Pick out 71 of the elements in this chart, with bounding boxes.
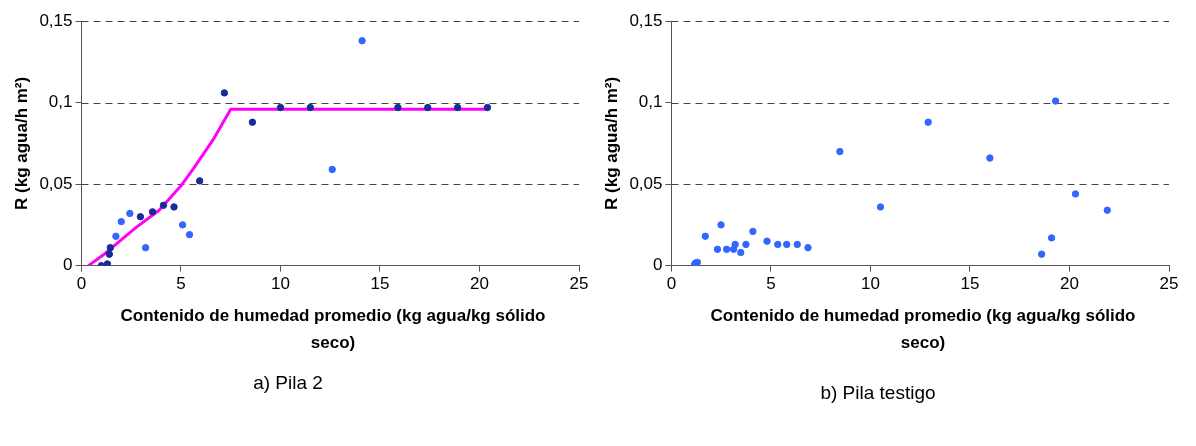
point <box>276 103 285 112</box>
y-tick-label: 0 <box>63 255 73 275</box>
point <box>804 243 812 252</box>
point <box>483 103 492 112</box>
point <box>112 232 120 240</box>
point <box>220 89 229 97</box>
point <box>731 240 739 249</box>
x-tick-label: 10 <box>861 274 880 294</box>
point <box>1047 234 1056 242</box>
x-tick-label: 20 <box>470 274 489 294</box>
point <box>328 165 336 174</box>
point <box>774 240 782 249</box>
point <box>793 240 801 249</box>
text: b) Pila testigo <box>819 382 937 404</box>
y-tick-label: 0,1 <box>48 92 73 112</box>
x-tick-label: 15 <box>370 274 390 294</box>
x-axis-title: Contenido de humedad promedio (kg agua/kg sólido seco) <box>709 305 1137 354</box>
y-tick-label: 0,1 <box>638 92 663 112</box>
y-axis-title: R (kg agua/h m²) <box>11 76 31 210</box>
point <box>924 118 932 126</box>
point <box>136 213 145 221</box>
point <box>106 243 115 252</box>
point <box>1037 250 1046 258</box>
x-tick-label: 25 <box>1159 274 1179 294</box>
point <box>148 208 157 216</box>
point <box>737 248 745 257</box>
x-tick-label: 0 <box>76 274 87 294</box>
y-tick-label: 0,15 <box>629 10 663 30</box>
x-axis-title: Contenido de humedad promedio (kg agua/kg sólido seco) <box>119 305 547 354</box>
point <box>248 118 257 126</box>
x-tick-label: 25 <box>569 274 589 294</box>
point <box>1051 97 1060 105</box>
point <box>306 103 315 112</box>
y-axis-title: R (kg agua/h m²) <box>601 76 621 210</box>
point <box>185 230 194 239</box>
point <box>836 147 844 156</box>
point <box>701 232 710 240</box>
point <box>159 201 168 210</box>
x-tick-label: 5 <box>766 274 776 294</box>
point <box>722 245 731 254</box>
point <box>876 203 885 211</box>
point <box>986 154 994 162</box>
point <box>196 177 204 185</box>
point <box>713 245 722 254</box>
point <box>105 250 114 258</box>
point <box>126 209 134 218</box>
point <box>742 240 750 249</box>
y-tick-label: 0,05 <box>629 173 663 193</box>
point <box>117 217 125 226</box>
point <box>424 103 432 112</box>
point <box>717 221 725 229</box>
point <box>358 37 366 45</box>
x-tick-label: 15 <box>960 274 980 294</box>
x-tick-label: 10 <box>271 274 290 294</box>
point <box>1071 190 1080 198</box>
y-tick-label: 0,15 <box>39 10 73 30</box>
point <box>749 227 757 236</box>
point <box>1103 206 1112 214</box>
y-tick-label: 0,05 <box>39 173 73 193</box>
x-tick-label: 5 <box>176 274 186 294</box>
x-tick-label: 0 <box>666 274 677 294</box>
point <box>178 221 187 229</box>
x-tick-label: 20 <box>1060 274 1079 294</box>
point <box>783 240 791 249</box>
point <box>141 243 150 252</box>
point <box>453 103 462 112</box>
y-tick-label: 0 <box>653 255 663 275</box>
point <box>170 203 178 211</box>
text: a) Pila 2 <box>252 372 324 394</box>
point <box>394 103 402 112</box>
point <box>763 237 771 245</box>
